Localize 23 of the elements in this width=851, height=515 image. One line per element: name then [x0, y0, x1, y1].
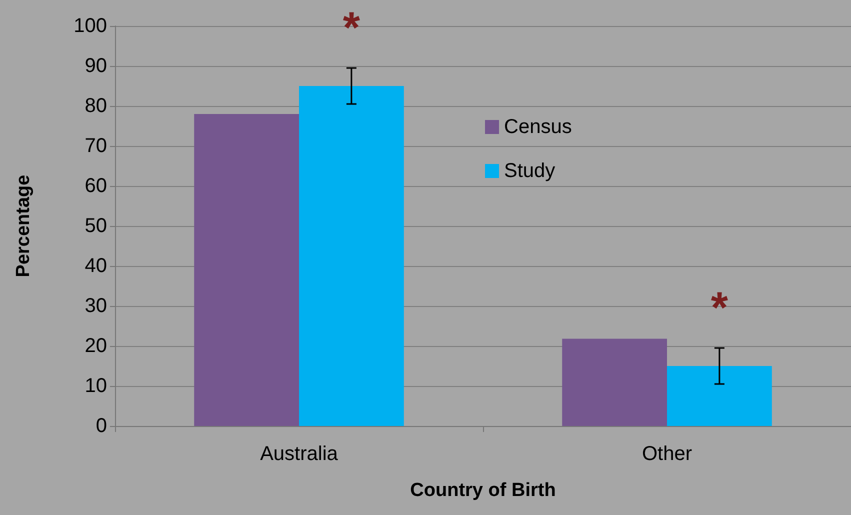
x-tick-label: Australia [260, 443, 339, 465]
x-axis-title: Country of Birth [410, 480, 556, 501]
y-tick-label: 90 [84, 55, 107, 77]
bar [299, 86, 404, 426]
y-tick-label: 70 [84, 135, 107, 157]
x-tick-label: Other [642, 443, 692, 465]
y-tick-label: 20 [84, 335, 107, 357]
y-tick-label: 40 [84, 255, 107, 277]
annotation: * [710, 284, 729, 332]
y-axis-title: Percentage [13, 174, 34, 278]
y-tick-label: 10 [84, 375, 107, 397]
y-tick-label: 30 [84, 295, 107, 317]
annotation: * [342, 4, 361, 52]
y-tick-label: 50 [84, 215, 107, 237]
y-tick-label: 80 [84, 95, 107, 117]
bar [667, 366, 772, 426]
y-tick-label: 0 [96, 415, 107, 437]
legend-label: Study [504, 160, 556, 182]
bar [562, 338, 667, 426]
y-tick-label: 60 [84, 175, 107, 197]
y-tick-label: 100 [74, 15, 107, 37]
bar [194, 114, 299, 426]
legend-label: Census [504, 116, 572, 138]
